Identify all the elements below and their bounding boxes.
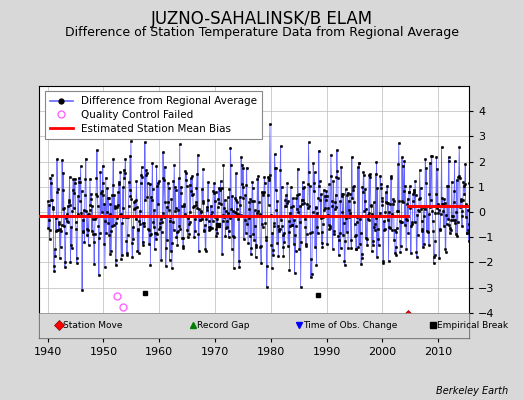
- Text: Time of Obs. Change: Time of Obs. Change: [303, 321, 398, 330]
- Text: Berkeley Earth: Berkeley Earth: [436, 386, 508, 396]
- Text: JUZNO-SAHALINSK/B ELAM: JUZNO-SAHALINSK/B ELAM: [151, 10, 373, 28]
- Text: Record Gap: Record Gap: [197, 321, 250, 330]
- Text: Empirical Break: Empirical Break: [437, 321, 508, 330]
- Legend: Difference from Regional Average, Quality Control Failed, Estimated Station Mean: Difference from Regional Average, Qualit…: [45, 91, 262, 139]
- Text: Station Move: Station Move: [63, 321, 123, 330]
- Bar: [39, 313, 469, 338]
- Text: Difference of Station Temperature Data from Regional Average: Difference of Station Temperature Data f…: [65, 26, 459, 39]
